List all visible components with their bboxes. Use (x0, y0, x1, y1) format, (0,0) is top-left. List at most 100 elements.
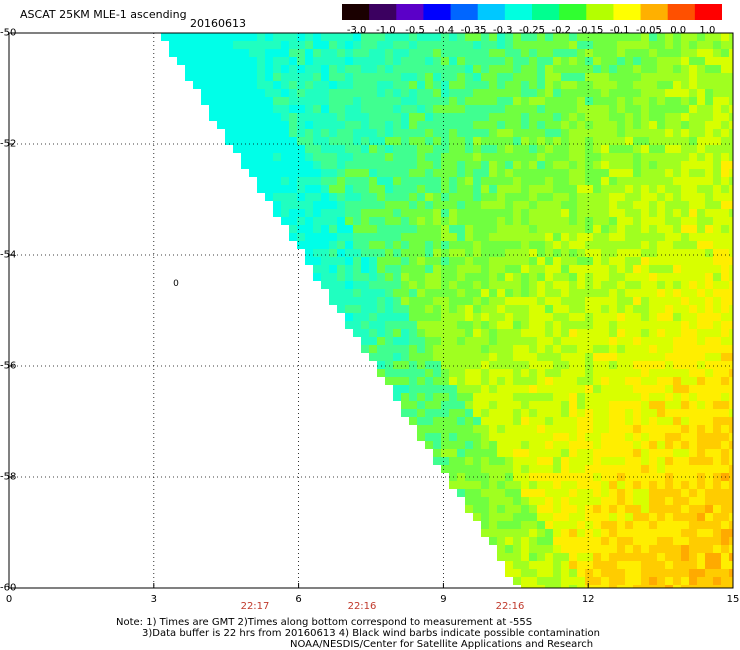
field-cell (441, 41, 449, 49)
field-cell (361, 337, 369, 345)
field-cell (505, 489, 513, 497)
field-cell (689, 529, 697, 537)
field-cell (609, 265, 617, 273)
field-cell (529, 505, 537, 513)
field-cell (689, 281, 697, 289)
field-cell (473, 81, 481, 89)
y-tick-label: -60 (0, 582, 17, 594)
field-cell (705, 377, 713, 385)
field-cell (193, 73, 201, 81)
field-cell (489, 449, 497, 457)
field-cell (393, 313, 401, 321)
field-cell (537, 153, 545, 161)
field-cell (497, 97, 505, 105)
field-cell (521, 161, 529, 169)
field-cell (705, 177, 713, 185)
field-cell (505, 281, 513, 289)
field-cell (449, 273, 457, 281)
field-cell (577, 329, 585, 337)
field-cell (697, 441, 705, 449)
field-cell (553, 529, 561, 537)
field-cell (633, 369, 641, 377)
field-cell (585, 537, 593, 545)
field-cell (449, 41, 457, 49)
field-cell (593, 153, 601, 161)
field-cell (689, 393, 697, 401)
field-cell (625, 265, 633, 273)
field-cell (553, 465, 561, 473)
field-cell (401, 321, 409, 329)
field-cell (537, 265, 545, 273)
field-cell (625, 521, 633, 529)
field-cell (649, 321, 657, 329)
field-cell (729, 425, 733, 433)
field-cell (297, 137, 305, 145)
field-cell (449, 97, 457, 105)
field-cell (505, 481, 513, 489)
field-cell (457, 289, 465, 297)
field-cell (489, 105, 497, 113)
field-cell (409, 385, 417, 393)
field-cell (713, 449, 721, 457)
field-cell (633, 417, 641, 425)
field-cell (729, 505, 733, 513)
field-cell (313, 73, 321, 81)
field-cell (665, 161, 673, 169)
field-cell (473, 441, 481, 449)
field-cell (201, 33, 209, 41)
field-cell (665, 73, 673, 81)
field-cell (625, 41, 633, 49)
field-cell (345, 233, 353, 241)
field-cell (705, 145, 713, 153)
field-cell (353, 33, 361, 41)
field-cell (561, 569, 569, 577)
colorbar-swatch (613, 4, 642, 20)
field-cell (665, 153, 673, 161)
field-cell (345, 281, 353, 289)
field-cell (697, 73, 705, 81)
field-cell (617, 257, 625, 265)
field-cell (649, 553, 657, 561)
field-cell (209, 65, 217, 73)
field-cell (545, 233, 553, 241)
field-cell (537, 193, 545, 201)
field-cell (225, 129, 233, 137)
field-cell (337, 89, 345, 97)
field-cell (433, 297, 441, 305)
field-cell (289, 105, 297, 113)
field-cell (721, 537, 729, 545)
field-cell (721, 305, 729, 313)
field-cell (705, 513, 713, 521)
field-cell (465, 153, 473, 161)
field-cell (721, 489, 729, 497)
field-cell (529, 425, 537, 433)
field-cell (657, 321, 665, 329)
field-cell (521, 305, 529, 313)
field-cell (377, 193, 385, 201)
field-cell (257, 97, 265, 105)
field-cell (665, 345, 673, 353)
field-cell (721, 89, 729, 97)
field-cell (497, 449, 505, 457)
field-cell (505, 569, 513, 577)
field-cell (713, 337, 721, 345)
field-cell (681, 417, 689, 425)
field-cell (561, 41, 569, 49)
field-cell (713, 265, 721, 273)
field-cell (401, 281, 409, 289)
field-cell (649, 257, 657, 265)
field-cell (513, 145, 521, 153)
field-cell (337, 65, 345, 73)
field-cell (369, 281, 377, 289)
field-cell (593, 233, 601, 241)
field-cell (425, 225, 433, 233)
field-cell (401, 201, 409, 209)
field-cell (401, 153, 409, 161)
field-cell (473, 201, 481, 209)
field-cell (409, 217, 417, 225)
field-cell (473, 233, 481, 241)
field-cell (457, 121, 465, 129)
field-cell (569, 121, 577, 129)
field-cell (417, 337, 425, 345)
field-cell (633, 433, 641, 441)
